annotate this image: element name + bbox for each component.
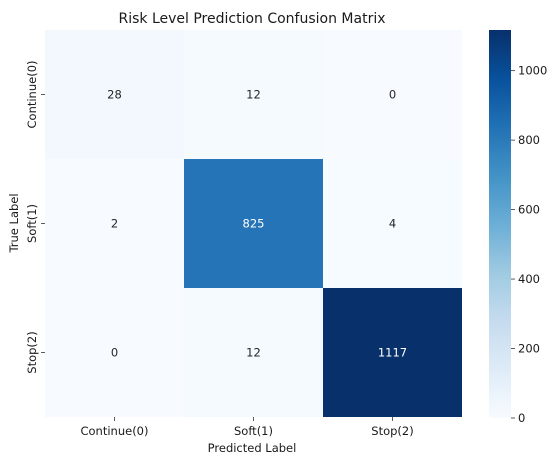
colorbar-tick-label: 800 xyxy=(518,133,540,147)
x-tick-label: Continue(0) xyxy=(80,424,148,438)
x-axis-ticks: Continue(0) Soft(1) Stop(2) xyxy=(80,417,414,438)
colorbar-tick-label: 400 xyxy=(518,272,540,286)
cell-value-label: 0 xyxy=(111,346,118,360)
heatmap-cell xyxy=(184,159,323,288)
y-tick-label: Stop(2) xyxy=(25,331,39,373)
cell-value-label: 825 xyxy=(243,217,265,231)
x-tick-label: Soft(1) xyxy=(234,424,273,438)
colorbar-tick-label: 0 xyxy=(518,411,525,425)
y-axis-ticks: Continue(0) Soft(1) Stop(2) xyxy=(25,60,45,374)
colorbar-tick-label: 600 xyxy=(518,203,540,217)
x-tick-label: Stop(2) xyxy=(371,424,413,438)
y-axis-label: True Label xyxy=(7,193,21,253)
cell-value-label: 0 xyxy=(389,88,396,102)
colorbar-tick-label: 200 xyxy=(518,342,540,356)
cell-value-label: 2 xyxy=(111,217,118,231)
cell-value-label: 1117 xyxy=(378,346,407,360)
heatmap-cell xyxy=(184,30,323,159)
cell-value-label: 12 xyxy=(246,346,261,360)
heatmap-cell xyxy=(323,288,462,417)
heatmap-cell xyxy=(323,159,462,288)
colorbar-tick-label: 1000 xyxy=(518,64,547,78)
cell-value-label: 28 xyxy=(107,88,122,102)
x-axis-label: Predicted Label xyxy=(208,441,297,455)
heatmap-cell xyxy=(45,30,184,159)
cell-value-label: 4 xyxy=(389,217,396,231)
heatmap-cell xyxy=(323,30,462,159)
chart-title: Risk Level Prediction Confusion Matrix xyxy=(118,11,385,27)
colorbar-ticks: 0 200 400 600 800 1000 xyxy=(511,64,547,425)
cell-value-label: 12 xyxy=(246,88,261,102)
heatmap-cells xyxy=(45,30,462,417)
y-tick-label: Soft(1) xyxy=(25,204,39,243)
heatmap-cell xyxy=(184,288,323,417)
heatmap-cell xyxy=(45,159,184,288)
colorbar xyxy=(489,30,511,418)
heatmap-cell xyxy=(45,288,184,417)
y-tick-label: Continue(0) xyxy=(25,60,39,128)
heatmap-cell-labels: 28 12 0 2 825 4 0 12 1117 xyxy=(107,88,407,360)
